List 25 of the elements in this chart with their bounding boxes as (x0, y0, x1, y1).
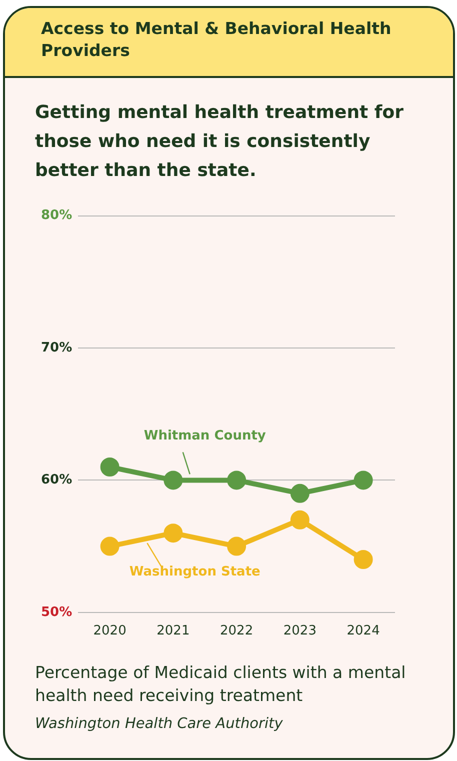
point (164, 524, 183, 543)
y-tick-label: 70% (40, 340, 72, 356)
text: Percentage of Medicaid clients with a mental health need receiving treatment (35, 662, 407, 707)
point (290, 484, 310, 503)
x-tick-label: 2022 (220, 624, 254, 639)
point (100, 457, 120, 476)
point (354, 550, 373, 570)
point (290, 510, 310, 530)
x-tick-label: 2024 (346, 624, 380, 639)
y-tick-label: 80% (40, 208, 72, 224)
x-tick-label: 2023 (283, 624, 316, 639)
text: Whitman County (144, 428, 266, 444)
chart-subtitle: Getting mental health treatment for those who need it is consistently better than the state. (35, 101, 404, 183)
y-tick-label: 50% (40, 604, 72, 620)
point (164, 470, 183, 490)
text: Washington Health Care Authority (35, 716, 283, 732)
chart-title: Access to Mental & Behavioral Health Providers (5, 8, 453, 78)
point (100, 536, 120, 556)
point (227, 470, 246, 490)
point (227, 536, 246, 556)
legend-label: Washington State (129, 564, 261, 580)
y-tick-label: 60% (40, 472, 72, 488)
x-tick-label: 2020 (93, 624, 126, 639)
x-tick-label: 2021 (156, 624, 190, 639)
point (354, 470, 373, 490)
